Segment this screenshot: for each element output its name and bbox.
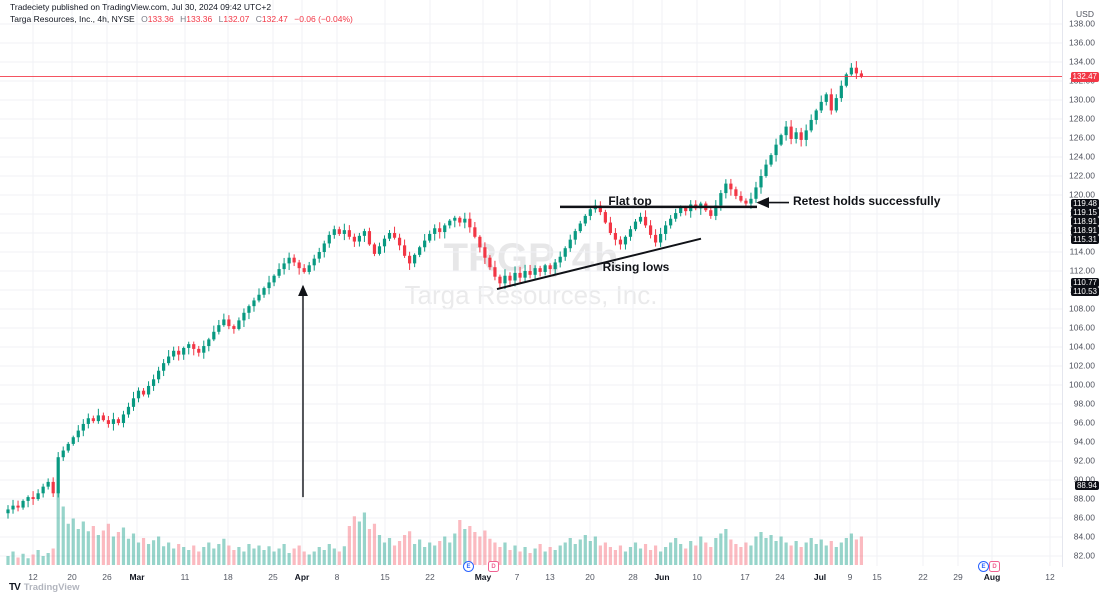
dividend-badge[interactable]: D — [488, 561, 499, 572]
drawing-price-label: 118.91 — [1071, 226, 1099, 235]
price-tick: 82.00 — [1073, 550, 1095, 561]
time-tick: May — [474, 572, 492, 582]
drawing-price-label: 110.53 — [1071, 287, 1099, 296]
time-tick: 12 — [1045, 572, 1055, 582]
time-tick: 10 — [692, 572, 702, 582]
volume-bars — [6, 490, 863, 565]
retest-annotation-label: Retest holds successfully — [793, 194, 941, 208]
chart-plot-area: TRGP, 4h Targa Resources, Inc. Flat top … — [0, 0, 1063, 567]
price-tick: 114.00 — [1069, 246, 1095, 257]
price-tick: 102.00 — [1069, 360, 1095, 371]
change-value: −0.06 (−0.04%) — [294, 14, 353, 24]
time-tick: 11 — [180, 572, 190, 582]
time-tick: 26 — [102, 572, 112, 582]
time-tick: Jul — [813, 572, 827, 582]
price-tick: 96.00 — [1073, 417, 1095, 428]
time-tick: 8 — [334, 572, 340, 582]
currency-label: USD — [1076, 9, 1094, 19]
price-tick: 94.00 — [1073, 436, 1095, 447]
drawing-price-label: 118.91 — [1071, 217, 1099, 226]
price-tick: 92.00 — [1073, 455, 1095, 466]
price-tick: 124.00 — [1069, 151, 1095, 162]
price-tick: 104.00 — [1069, 341, 1095, 352]
earnings-badge[interactable]: E — [463, 561, 474, 572]
time-tick: Mar — [129, 572, 145, 582]
price-tick: 108.00 — [1069, 303, 1095, 314]
time-tick: 22 — [918, 572, 928, 582]
time-axis[interactable]: 12 20 26 Mar 11 18 25 Apr 8 15 22 May 7 13 20 28 Jun 10 17… — [0, 566, 1062, 598]
time-tick: Aug — [983, 572, 1001, 582]
symbol-legend: Targa Resources, Inc., 4h, NYSE O133.36 … — [10, 13, 353, 25]
time-tick: 17 — [740, 572, 750, 582]
time-tick: 9 — [847, 572, 853, 582]
price-tick: 120.00 — [1069, 189, 1095, 200]
price-tick: 130.00 — [1069, 94, 1095, 105]
earnings-badge[interactable]: E — [978, 561, 989, 572]
price-tick: 138.00 — [1069, 18, 1095, 29]
time-tick: 20 — [67, 572, 77, 582]
price-tick: 88.00 — [1073, 493, 1095, 504]
rising-lows-annotation-label: Rising lows — [602, 260, 670, 274]
time-tick: 28 — [628, 572, 638, 582]
price-axis[interactable]: USD 82.00 84.00 86.00 88.00 90.00 92.00 94.00 9… — [1063, 0, 1100, 566]
price-tick: 134.00 — [1069, 56, 1095, 67]
time-tick: 24 — [775, 572, 785, 582]
time-tick: 15 — [380, 572, 390, 582]
price-tick: 128.00 — [1069, 113, 1095, 124]
drawing-price-label: 110.77 — [1071, 278, 1099, 287]
open-value: 133.36 — [147, 14, 174, 24]
price-tick: 106.00 — [1069, 322, 1095, 333]
price-tick: 98.00 — [1073, 398, 1095, 409]
low-label: L — [218, 14, 224, 24]
drawing-price-label: 119.48 — [1071, 199, 1099, 208]
grid — [0, 0, 1062, 566]
low-value: 132.07 — [223, 14, 250, 24]
time-tick: Apr — [294, 572, 310, 582]
tradingview-logo-text: TradingView — [23, 582, 80, 593]
time-tick: 20 — [585, 572, 595, 582]
price-tick: 100.00 — [1069, 379, 1095, 390]
time-tick: Jun — [654, 572, 670, 582]
chart-legend: Tradeciety published on TradingView.com,… — [10, 2, 353, 25]
price-tick: 90.00 — [1073, 474, 1095, 485]
high-label: H — [180, 14, 187, 24]
time-tick: 18 — [223, 572, 233, 582]
time-tick: 12 — [28, 572, 38, 582]
dividend-badge[interactable]: D — [989, 561, 1000, 572]
drawing-price-label: 115.31 — [1071, 235, 1099, 244]
time-tick: 22 — [425, 572, 435, 582]
price-tick: 126.00 — [1069, 132, 1095, 143]
time-tick: 15 — [872, 572, 882, 582]
flat-top-annotation-label: Flat top — [608, 194, 652, 208]
published-line: Tradeciety published on TradingView.com,… — [10, 2, 272, 12]
high-value: 133.36 — [186, 14, 213, 24]
price-tick: 136.00 — [1069, 37, 1095, 48]
symbol-name: Targa Resources, Inc., 4h, NYSE — [10, 14, 135, 24]
drawing-price-label: 119.15 — [1071, 208, 1099, 217]
price-tick: 86.00 — [1073, 512, 1095, 523]
price-tick: 122.00 — [1069, 170, 1095, 181]
drawing-annotations — [298, 197, 789, 498]
tradingview-logo[interactable]: TV TradingView — [9, 582, 80, 593]
chart-canvas[interactable] — [0, 0, 1062, 566]
time-tick: 7 — [514, 572, 520, 582]
tradingview-logo-mark: TV — [9, 582, 21, 593]
price-tick: 112.00 — [1069, 265, 1095, 276]
time-tick: 25 — [268, 572, 278, 582]
drawing-price-label: 88.94 — [1074, 481, 1099, 490]
price-tick: 84.00 — [1073, 531, 1095, 542]
rising-lows-line — [496, 237, 702, 291]
time-tick: 13 — [545, 572, 555, 582]
close-label: C — [255, 14, 262, 24]
open-label: O — [141, 14, 148, 24]
close-value: 132.47 — [261, 14, 288, 24]
current-price-label: 132.47 — [1070, 71, 1099, 82]
time-tick: 29 — [953, 572, 963, 582]
